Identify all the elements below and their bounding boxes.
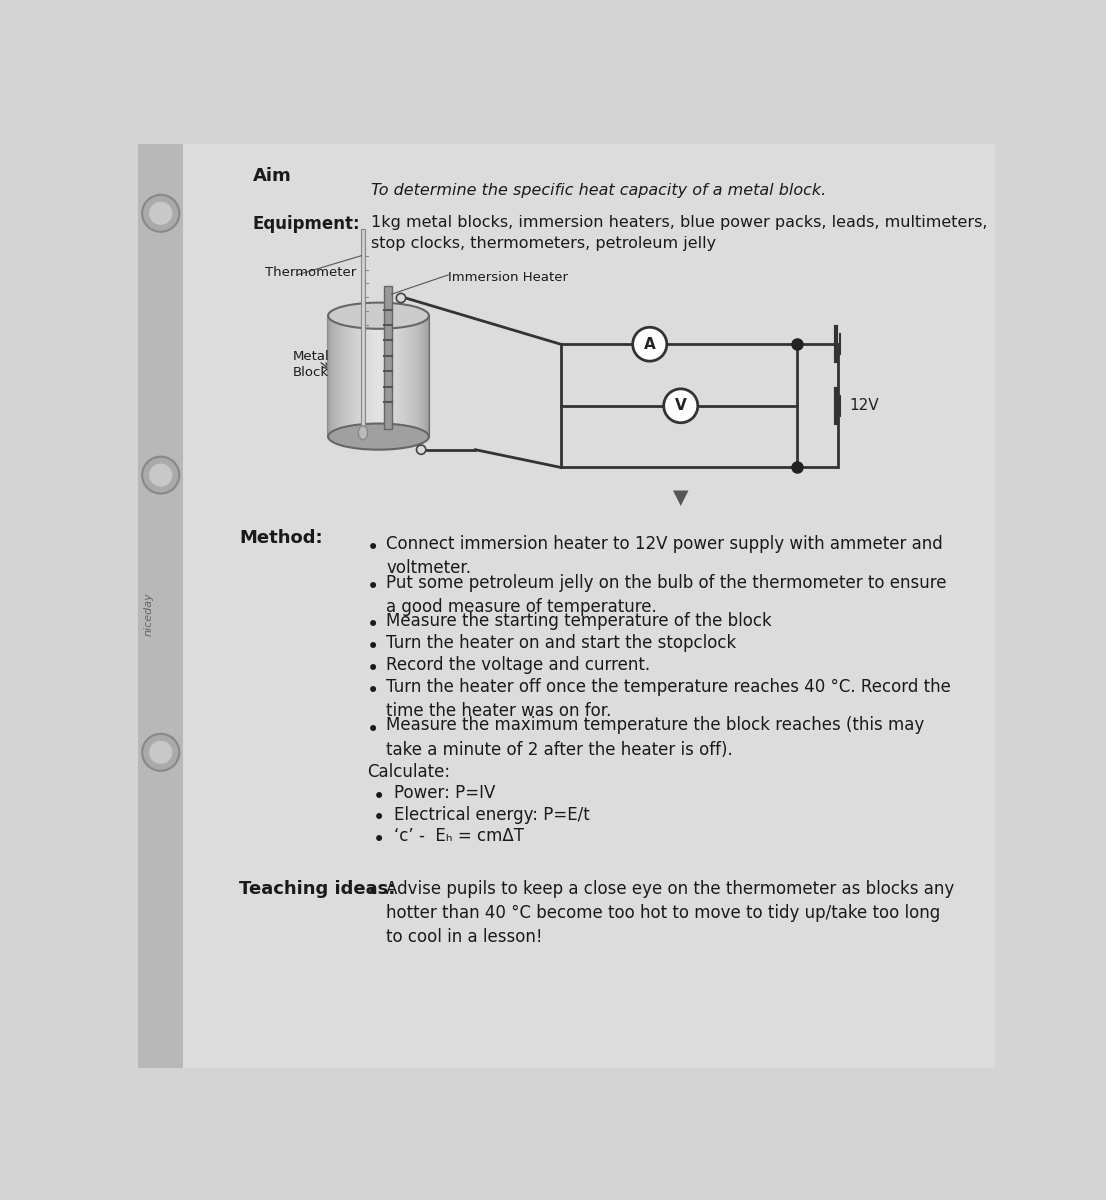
Text: •: • [367,577,379,596]
Ellipse shape [328,424,429,450]
Bar [138,144,184,1068]
Text: Turn the heater off once the temperature reaches 40 °C. Record the
time the heat: Turn the heater off once the temperature… [386,678,951,720]
Text: •: • [373,786,385,806]
Text: niceday: niceday [144,592,154,636]
Text: Calculate:: Calculate: [367,763,450,781]
Text: 12V: 12V [849,398,879,413]
Bar [384,287,392,428]
Text: •: • [373,808,385,828]
Text: •: • [367,659,379,679]
Text: •: • [367,720,379,739]
Ellipse shape [328,302,429,329]
Text: Power: P=IV: Power: P=IV [394,785,495,803]
Circle shape [143,194,179,232]
Text: A: A [644,337,656,352]
Text: •: • [367,883,379,902]
Text: Immersion Heater: Immersion Heater [448,271,568,284]
Text: To determine the specific heat capacity of a metal block.: To determine the specific heat capacity … [371,182,826,198]
Text: Teaching ideas:: Teaching ideas: [239,880,395,898]
Circle shape [633,328,667,361]
Text: Measure the starting temperature of the block: Measure the starting temperature of the … [386,612,772,630]
Circle shape [417,445,426,455]
Polygon shape [672,491,689,506]
Text: Equipment:: Equipment: [253,215,361,233]
Text: Turn the heater on and start the stopclock: Turn the heater on and start the stopclo… [386,634,737,652]
Text: Connect immersion heater to 12V power supply with ammeter and
voltmeter.: Connect immersion heater to 12V power su… [386,535,943,577]
Text: Method:: Method: [239,529,323,547]
Bar [362,248,364,437]
Text: Advise pupils to keep a close eye on the thermometer as blocks any
hotter than 4: Advise pupils to keep a close eye on the… [386,880,954,947]
Text: Measure the maximum temperature the block reaches (this may
take a minute of 2 a: Measure the maximum temperature the bloc… [386,716,925,758]
Circle shape [396,293,406,302]
Text: •: • [373,829,385,850]
Text: V: V [675,398,687,413]
Text: 1kg metal blocks, immersion heaters, blue power packs, leads, multimeters,
stop : 1kg metal blocks, immersion heaters, blu… [371,215,988,252]
Circle shape [143,457,179,493]
Circle shape [143,734,179,770]
Text: •: • [367,682,379,701]
Text: •: • [367,616,379,635]
Circle shape [149,202,173,224]
Text: Metal
Block: Metal Block [293,350,330,379]
Text: •: • [367,539,379,558]
Text: Record the voltage and current.: Record the voltage and current. [386,656,650,674]
Text: Aim: Aim [253,167,292,185]
Text: •: • [367,637,379,658]
Circle shape [149,740,173,764]
Circle shape [149,463,173,487]
Text: Electrical energy: P=E/t: Electrical energy: P=E/t [394,806,589,824]
Text: ‘c’ -  Eₕ = cmΔT: ‘c’ - Eₕ = cmΔT [394,827,524,845]
Circle shape [664,389,698,422]
Bar [361,229,365,437]
Text: Put some petroleum jelly on the bulb of the thermometer to ensure
a good measure: Put some petroleum jelly on the bulb of … [386,574,947,616]
Ellipse shape [358,426,367,439]
Text: Thermometer: Thermometer [264,265,356,278]
Bar [328,316,429,437]
